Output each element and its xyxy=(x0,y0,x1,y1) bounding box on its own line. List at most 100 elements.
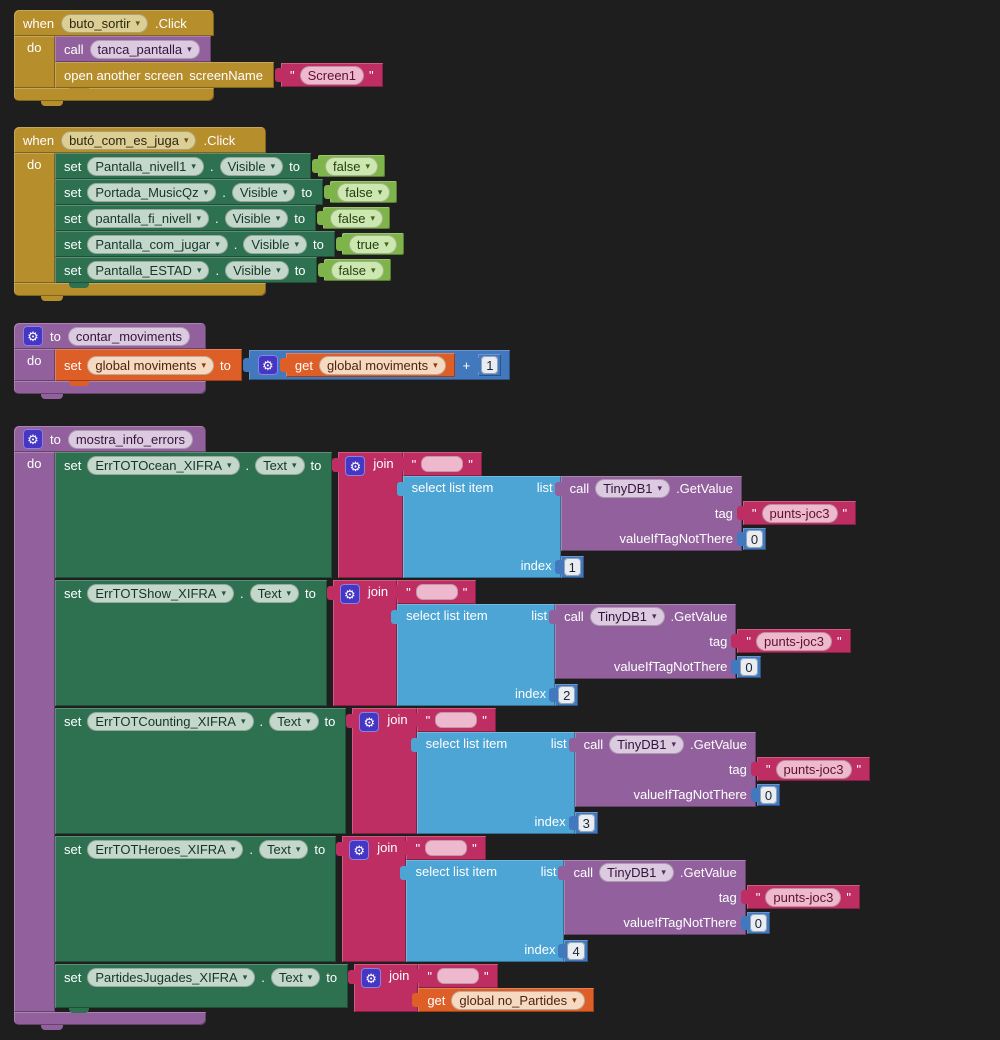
set-property-statement[interactable]: set Pantalla_nivell1 . Visible to xyxy=(55,153,312,179)
logic-dropdown[interactable]: true xyxy=(348,234,397,254)
empty-text-block[interactable]: " " xyxy=(418,964,498,988)
join-block[interactable]: join xyxy=(348,964,419,1012)
default-value-number-block[interactable]: 0 xyxy=(746,912,770,934)
empty-text-block[interactable]: " " xyxy=(416,708,496,732)
property-dropdown[interactable]: Text xyxy=(270,967,321,987)
number-block[interactable]: 1 xyxy=(478,354,502,376)
open-screen-statement[interactable]: open another screen screenName xyxy=(55,62,274,93)
component-dropdown[interactable]: ErrTOTCounting_XIFRA xyxy=(87,711,254,731)
gear-icon[interactable] xyxy=(349,840,370,860)
index-number-block[interactable]: 1 xyxy=(560,556,584,578)
number-value[interactable]: 2 xyxy=(558,686,576,704)
gear-icon[interactable] xyxy=(257,355,278,375)
index-number-block[interactable]: 3 xyxy=(574,812,598,834)
get-variable-block[interactable]: get global moviments xyxy=(285,353,455,377)
text-value-field[interactable] xyxy=(421,456,464,472)
component-dropdown[interactable]: buto_sortir xyxy=(61,13,149,33)
text-value-field[interactable] xyxy=(425,840,468,856)
empty-text-block[interactable]: " " xyxy=(397,580,477,604)
tag-text-block[interactable]: " punts-joc3 " xyxy=(742,501,857,525)
join-block[interactable]: join xyxy=(346,708,417,834)
set-variable-statement[interactable]: set global moviments to xyxy=(55,349,242,386)
default-value-number-block[interactable]: 0 xyxy=(742,528,767,550)
procedure-header[interactable]: to mostra_info_errors xyxy=(14,426,206,452)
tinydb-getvalue-block[interactable]: call TinyDB1 .GetValue tag xyxy=(549,604,851,679)
logic-dropdown[interactable]: false xyxy=(325,156,379,176)
number-value[interactable]: 4 xyxy=(567,942,585,960)
logic-dropdown[interactable]: false xyxy=(330,208,384,228)
tag-text-block[interactable]: " punts-joc3 " xyxy=(737,629,851,653)
set-text-statement[interactable]: set ErrTOTHeroes_XIFRA . Text to xyxy=(55,836,337,962)
select-list-item-block[interactable]: select list item list index xyxy=(396,476,561,578)
number-value[interactable]: 3 xyxy=(577,814,595,832)
set-property-statement[interactable]: set pantalla_fi_nivell . Visible to xyxy=(55,205,317,231)
text-value-field[interactable]: Screen1 xyxy=(299,65,365,85)
property-dropdown[interactable]: Visible xyxy=(231,182,296,202)
text-value-field[interactable] xyxy=(435,712,478,728)
text-value-field[interactable] xyxy=(436,968,479,984)
event-header[interactable]: when butó_com_es_juga .Click xyxy=(14,127,266,153)
set-text-statement[interactable]: set ErrTOTShow_XIFRA . Text to xyxy=(55,580,327,706)
variable-dropdown[interactable]: global no_Partides xyxy=(451,990,585,1010)
component-dropdown[interactable]: ErrTOTHeroes_XIFRA xyxy=(87,839,244,859)
join-block[interactable]: join xyxy=(336,836,407,962)
set-property-statement[interactable]: set Portada_MusicQz . Visible to xyxy=(55,179,324,205)
tinydb-getvalue-block[interactable]: call TinyDB1 .GetValue tag xyxy=(554,476,857,551)
gear-icon[interactable] xyxy=(23,429,43,449)
number-value[interactable]: 1 xyxy=(481,356,499,374)
select-list-item-block[interactable]: select list item list index xyxy=(410,732,575,834)
property-dropdown[interactable]: Text xyxy=(269,711,319,731)
component-dropdown[interactable]: pantalla_fi_nivell xyxy=(87,208,209,228)
tinydb-getvalue-block[interactable]: call TinyDB1 .GetValue tag xyxy=(558,860,860,935)
text-value-field[interactable] xyxy=(415,584,458,600)
component-dropdown[interactable]: Pantalla_com_jugar xyxy=(87,234,228,254)
variable-dropdown[interactable]: global moviments xyxy=(87,355,215,375)
index-number-block[interactable]: 4 xyxy=(564,940,588,962)
text-value-field[interactable]: punts-joc3 xyxy=(775,759,852,779)
logic-dropdown[interactable]: false xyxy=(330,260,384,280)
property-dropdown[interactable]: Visible xyxy=(243,234,307,254)
tag-text-block[interactable]: " punts-joc3 " xyxy=(756,757,871,781)
join-block[interactable]: join xyxy=(332,452,403,578)
component-dropdown[interactable]: Portada_MusicQz xyxy=(87,182,217,202)
text-value-field[interactable]: punts-joc3 xyxy=(756,631,832,651)
procedure-block-mostra-info-errors[interactable]: to mostra_info_errors do set ErrTOTOcean… xyxy=(14,426,871,1030)
component-dropdown[interactable]: Pantalla_ESTAD xyxy=(87,260,210,280)
empty-text-block[interactable]: " " xyxy=(402,452,482,476)
logic-true-block[interactable]: true xyxy=(341,233,404,255)
logic-false-block[interactable]: false xyxy=(318,155,386,177)
gear-icon[interactable] xyxy=(361,968,382,988)
number-value[interactable]: 1 xyxy=(563,558,581,576)
event-header[interactable]: when buto_sortir .Click xyxy=(14,10,214,36)
number-value[interactable]: 0 xyxy=(740,658,758,676)
math-add-block[interactable]: get global moviments + 1 xyxy=(248,350,511,380)
get-variable-block[interactable]: get global no_Partides xyxy=(418,988,594,1012)
tinydb-dropdown[interactable]: TinyDB1 xyxy=(609,735,685,754)
procedure-name-field[interactable]: mostra_info_errors xyxy=(67,429,193,449)
gear-icon[interactable] xyxy=(345,456,366,476)
logic-dropdown[interactable]: false xyxy=(337,182,391,202)
event-block-buto-sortir-click[interactable]: when buto_sortir .Click do call tanca_pa… xyxy=(14,10,383,106)
component-dropdown[interactable]: Pantalla_nivell1 xyxy=(87,156,204,176)
procedure-block-contar-moviments[interactable]: to contar_moviments do set global movime… xyxy=(14,323,511,399)
number-value[interactable]: 0 xyxy=(745,530,764,548)
number-value[interactable]: 0 xyxy=(759,786,778,804)
logic-false-block[interactable]: false xyxy=(323,207,391,229)
procedure-name-field[interactable]: contar_moviments xyxy=(67,326,191,346)
tinydb-dropdown[interactable]: TinyDB1 xyxy=(589,607,665,626)
property-dropdown[interactable]: Visible xyxy=(219,156,284,176)
tinydb-getvalue-block[interactable]: call TinyDB1 .GetValue tag xyxy=(568,732,871,807)
text-value-field[interactable]: punts-joc3 xyxy=(765,887,842,907)
number-value[interactable]: 0 xyxy=(749,914,767,932)
select-list-item-block[interactable]: select list item list index xyxy=(400,860,565,962)
set-property-statement[interactable]: set Pantalla_com_jugar . Visible to xyxy=(55,231,335,257)
set-text-statement[interactable]: set PartidesJugades_XIFRA . Text to xyxy=(55,964,349,1013)
tinydb-dropdown[interactable]: TinyDB1 xyxy=(599,863,674,882)
component-dropdown[interactable]: butó_com_es_juga xyxy=(61,130,197,150)
select-list-item-block[interactable]: select list item list index xyxy=(391,604,556,706)
empty-text-block[interactable]: " " xyxy=(406,836,486,860)
gear-icon[interactable] xyxy=(23,326,43,346)
screen-name-text-block[interactable]: " Screen1 " xyxy=(280,63,383,87)
join-block[interactable]: join xyxy=(326,580,398,706)
